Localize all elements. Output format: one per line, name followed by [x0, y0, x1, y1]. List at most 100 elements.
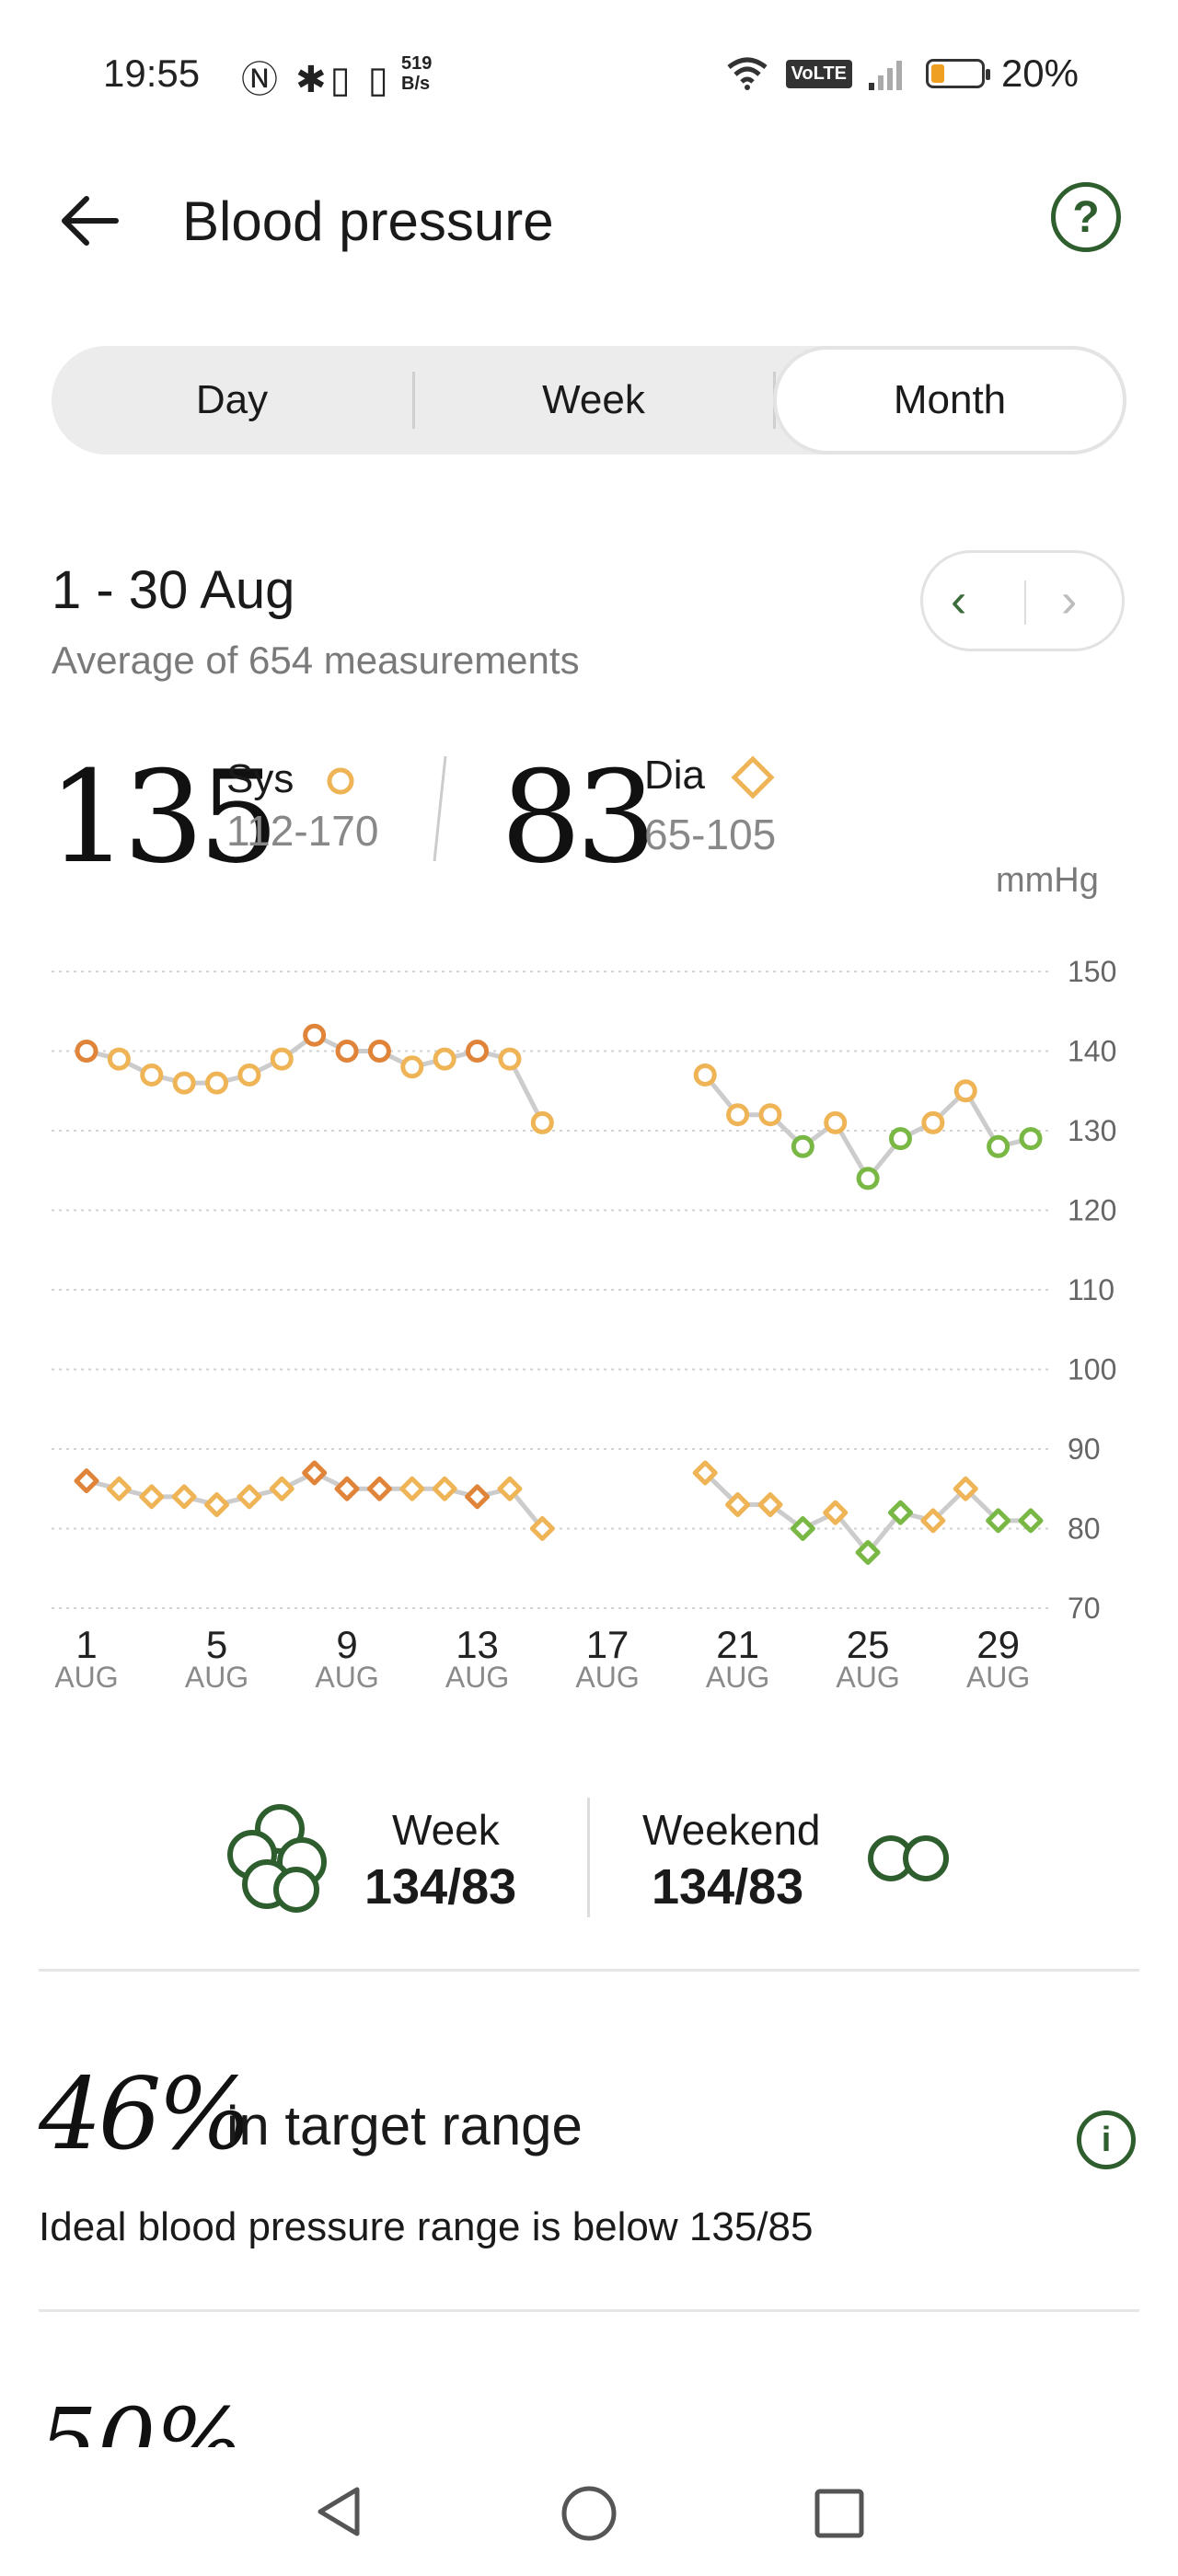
battery-percent: 20%: [1000, 52, 1079, 95]
sys-point: [726, 1103, 750, 1127]
dia-point: [757, 1492, 783, 1518]
status-icons: Ⓝ ✱▯ ▯: [241, 50, 392, 103]
date-range: 1 - 30 Aug: [52, 560, 295, 620]
x-tick-month: AUG: [706, 1661, 769, 1694]
dia-point: [171, 1484, 197, 1510]
x-tick-month: AUG: [966, 1661, 1030, 1694]
sys-label-text: Sys: [226, 756, 294, 801]
status-right-group: VoLTE 20%: [725, 52, 1079, 96]
dia-point: [920, 1508, 946, 1534]
nav-recents-icon[interactable]: [810, 2484, 869, 2543]
wifi-icon: [727, 57, 768, 90]
dia-point: [399, 1476, 425, 1501]
x-tick-month: AUG: [575, 1661, 639, 1694]
next-section-percent: 50%: [39, 2388, 244, 2447]
help-icon[interactable]: ?: [1051, 182, 1121, 252]
nav-home-icon[interactable]: [558, 2482, 620, 2545]
network-speed: 519 B/s: [401, 53, 433, 94]
sys-point: [888, 1127, 912, 1151]
sys-circle-icon: [327, 767, 354, 795]
week-value: 134/83: [364, 1859, 517, 1915]
systolic-label: Sys: [226, 756, 361, 802]
dia-point: [237, 1484, 262, 1510]
volte-badge: VoLTE: [785, 59, 852, 88]
week-label: Week: [392, 1806, 500, 1854]
x-tick-month: AUG: [315, 1661, 378, 1694]
sys-point: [400, 1055, 424, 1079]
x-tick-day: 29: [976, 1623, 1020, 1666]
sys-point: [237, 1063, 261, 1087]
status-time: 19:55: [103, 52, 201, 95]
y-tick-label: 120: [1068, 1194, 1116, 1227]
systolic-average: 135: [48, 743, 279, 891]
blood-pressure-chart[interactable]: 1501401301201101009080701AUG5AUG9AUG13AU…: [0, 938, 1178, 1730]
chevron-right-icon[interactable]: ›: [1061, 574, 1078, 627]
sys-point: [530, 1110, 554, 1134]
target-label: in target range: [226, 2095, 583, 2156]
y-tick-label: 110: [1068, 1273, 1114, 1306]
section-divider: [39, 2309, 1139, 2312]
system-nav-bar: [0, 2447, 1178, 2576]
unit-label: mmHg: [996, 861, 1099, 900]
sys-point: [107, 1047, 131, 1071]
sys-point: [987, 1134, 1011, 1158]
dia-point: [887, 1500, 913, 1525]
dia-point: [725, 1492, 751, 1518]
x-tick-day: 5: [206, 1623, 227, 1666]
tab-month[interactable]: Month: [773, 346, 1126, 454]
sys-point: [466, 1040, 490, 1063]
sys-point: [335, 1040, 359, 1063]
dia-point: [204, 1492, 230, 1518]
period-navigator: ‹ ›: [920, 550, 1125, 651]
diastolic-range: 65-105: [644, 811, 777, 858]
weekend-value: 134/83: [652, 1859, 804, 1915]
dia-point: [790, 1516, 815, 1541]
sys-point: [140, 1063, 164, 1087]
weekend-label: Weekend: [642, 1806, 821, 1854]
sys-point: [433, 1047, 456, 1071]
section-divider: [39, 1969, 1139, 1972]
navigator-divider: [1024, 581, 1026, 625]
dia-point: [74, 1468, 99, 1494]
y-tick-label: 100: [1068, 1353, 1116, 1386]
sys-point: [824, 1110, 848, 1134]
dia-point: [953, 1476, 978, 1501]
dia-point: [986, 1508, 1011, 1534]
dia-point: [106, 1476, 132, 1501]
x-tick-month: AUG: [445, 1661, 509, 1694]
target-percent: 46%: [39, 2057, 252, 2172]
dia-point: [1018, 1508, 1044, 1534]
tab-week[interactable]: Week: [542, 377, 645, 422]
sys-point: [1019, 1127, 1043, 1151]
dia-point: [497, 1476, 523, 1501]
sys-point: [693, 1063, 717, 1087]
x-tick-day: 9: [336, 1623, 357, 1666]
dia-point: [465, 1484, 491, 1510]
x-tick-day: 1: [75, 1623, 97, 1666]
diastolic-label: Dia: [644, 753, 775, 799]
vibrate-icon: ▯: [367, 60, 392, 100]
sys-point: [172, 1071, 196, 1095]
sys-point: [791, 1134, 814, 1158]
sys-point: [205, 1071, 229, 1095]
sys-point: [856, 1167, 880, 1190]
dia-point: [692, 1460, 718, 1486]
dia-point: [855, 1539, 881, 1565]
dia-point: [334, 1476, 360, 1501]
tab-day[interactable]: Day: [195, 377, 269, 422]
x-tick-day: 13: [456, 1623, 499, 1666]
sys-point: [367, 1040, 391, 1063]
nav-back-icon[interactable]: [309, 2482, 368, 2541]
y-tick-label: 80: [1068, 1512, 1101, 1546]
x-tick-month: AUG: [54, 1661, 118, 1694]
page-title: Blood pressure: [182, 190, 554, 252]
chevron-left-icon[interactable]: ‹: [951, 574, 967, 627]
sys-point: [953, 1079, 977, 1103]
back-button[interactable]: [55, 184, 129, 258]
diastolic-average: 83: [501, 743, 657, 891]
info-icon[interactable]: i: [1077, 2110, 1136, 2169]
measurement-count: Average of 654 measurements: [52, 638, 580, 682]
x-tick-day: 17: [586, 1623, 629, 1666]
nfc-icon: Ⓝ: [241, 60, 282, 100]
dia-point: [432, 1476, 457, 1501]
